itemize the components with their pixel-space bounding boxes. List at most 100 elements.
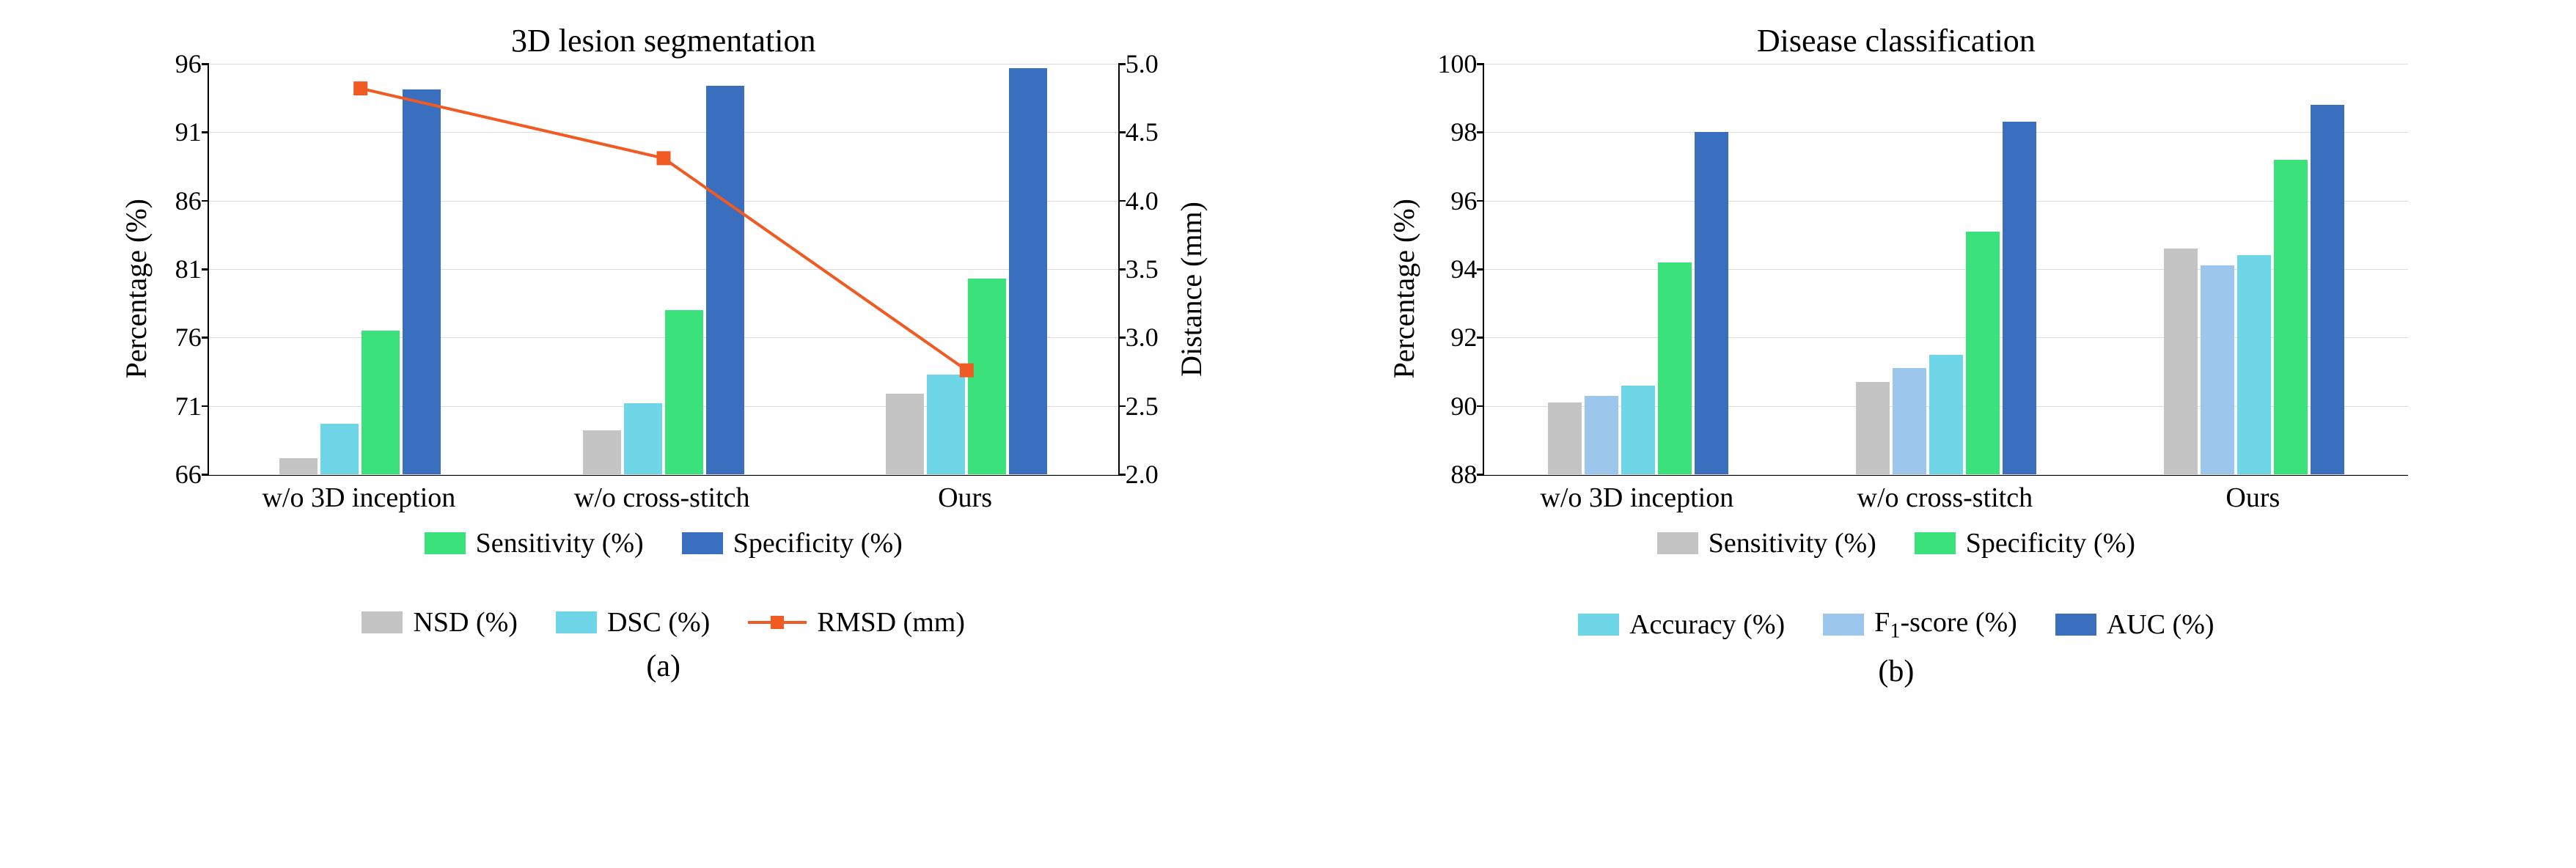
ytick-label: 96	[175, 48, 202, 79]
bar	[1929, 355, 1963, 474]
legend-label: F1-score (%)	[1874, 606, 2017, 644]
panel-a-subcaption: (a)	[646, 649, 680, 684]
legend-label: RMSD (mm)	[817, 606, 965, 639]
legend-item: F1-score (%)	[1823, 606, 2017, 644]
legend-swatch	[556, 611, 597, 633]
bar	[624, 403, 662, 474]
bar-group	[1792, 64, 2100, 474]
bar	[968, 279, 1006, 474]
gridline	[209, 474, 1118, 475]
panel-a: 3D lesion segmentation Percentage (%) 66…	[84, 22, 1242, 684]
ytick-label: 66	[175, 459, 202, 490]
panel-b-subcaption: (b)	[1878, 654, 1914, 689]
bar	[1966, 232, 2000, 474]
panel-b-plot-area	[1483, 64, 2408, 476]
ytick-label: 98	[1450, 117, 1477, 147]
bar	[706, 86, 744, 474]
bar	[2311, 105, 2344, 474]
panel-a-plot-area	[208, 64, 1120, 476]
bar	[1009, 68, 1047, 474]
bar	[2003, 122, 2036, 474]
legend-swatch	[1578, 614, 1619, 636]
panel-b-chart: Percentage (%) 889092949698100 w/o 3D in…	[1384, 64, 2408, 514]
gridline	[1484, 474, 2408, 475]
bar-group	[2100, 64, 2408, 474]
bar	[1695, 132, 1728, 474]
legend-label: Accuracy (%)	[1629, 608, 1785, 641]
legend-item: Sensitivity (%)	[1657, 527, 1876, 559]
legend-item: Specificity (%)	[682, 527, 903, 559]
panel-b-yticks-left: 889092949698100	[1424, 64, 1483, 474]
panel-a-yaxis-left: Percentage (%)	[116, 64, 156, 514]
panel-b-xticks: w/o 3D inceptionw/o cross-stitchOurs	[1483, 482, 2407, 514]
bar	[1585, 396, 1618, 474]
legend-label: Sensitivity (%)	[476, 527, 644, 559]
panel-a-yticks-right: 2.02.53.03.54.04.55.0	[1120, 64, 1171, 474]
legend-swatch	[682, 532, 723, 554]
panel-a-title: 3D lesion segmentation	[511, 22, 816, 59]
panel-a-ylabel-left: Percentage (%)	[116, 199, 156, 378]
bar	[2274, 160, 2308, 474]
bar-group	[1484, 64, 1792, 474]
xtick-label: Ours	[2099, 482, 2407, 514]
legend-label: Sensitivity (%)	[1709, 527, 1876, 559]
ytick-label: 3.5	[1126, 254, 1159, 284]
bar	[2237, 255, 2271, 474]
xtick-label: w/o 3D inception	[1483, 482, 1791, 514]
bar	[403, 89, 441, 474]
legend-item: AUC (%)	[2055, 606, 2214, 644]
bar	[1856, 382, 1890, 474]
ytick-label: 4.5	[1126, 117, 1159, 147]
legend-item: Sensitivity (%)	[425, 527, 644, 559]
panel-a-legend: Sensitivity (%) Specificity (%) NSD (%) DSC…	[84, 527, 1242, 639]
legend-label: Specificity (%)	[733, 527, 903, 559]
panel-b: Disease classification Percentage (%) 88…	[1301, 22, 2492, 689]
panel-a-chart: Percentage (%) 66717681869196 w/o 3D inc…	[116, 64, 1211, 514]
ytick-label: 2.0	[1126, 459, 1159, 490]
bar	[362, 331, 400, 474]
bar	[320, 424, 359, 474]
panel-a-yaxis-right: Distance (mm)	[1171, 64, 1211, 514]
legend-item: DSC (%)	[556, 606, 710, 639]
bar	[2164, 249, 2198, 474]
legend-swatch	[362, 611, 403, 633]
bar-group	[209, 64, 512, 474]
panel-b-ylabel-left: Percentage (%)	[1384, 199, 1424, 378]
ytick-label: 5.0	[1126, 48, 1159, 79]
bar	[1621, 386, 1655, 474]
bar	[886, 394, 924, 474]
panel-b-legend: Sensitivity (%) Specificity (%) Accuracy (…	[1301, 527, 2492, 644]
legend-swatch	[1915, 532, 1956, 554]
bar	[927, 375, 965, 474]
panel-a-xticks: w/o 3D inceptionw/o cross-stitchOurs	[208, 482, 1117, 514]
legend-item: Specificity (%)	[1915, 527, 2135, 559]
bar	[583, 430, 621, 474]
ytick-label: 92	[1450, 322, 1477, 353]
xtick-label: w/o cross-stitch	[1791, 482, 2099, 514]
ytick-label: 76	[175, 322, 202, 353]
xtick-label: w/o 3D inception	[208, 482, 510, 514]
legend-label: DSC (%)	[607, 606, 710, 639]
legend-label: Specificity (%)	[1966, 527, 2135, 559]
ytick-label: 3.0	[1126, 322, 1159, 353]
ytick-label: 90	[1450, 391, 1477, 422]
bar	[1893, 368, 1926, 474]
ytick-label: 91	[175, 117, 202, 147]
ytick-label: 86	[175, 185, 202, 216]
panel-a-yticks-left: 66717681869196	[156, 64, 208, 474]
legend-item: NSD (%)	[362, 606, 517, 639]
ytick-label: 71	[175, 391, 202, 422]
legend-item: RMSD (mm)	[748, 606, 965, 639]
ytick-label: 96	[1450, 185, 1477, 216]
bar	[2201, 265, 2234, 474]
bar	[1658, 262, 1692, 474]
bar-group	[815, 64, 1118, 474]
legend-line-icon	[748, 611, 807, 633]
ytick-label: 100	[1437, 48, 1477, 79]
legend-item: Accuracy (%)	[1578, 606, 1785, 644]
panel-b-yaxis-left: Percentage (%)	[1384, 64, 1424, 514]
bar	[1548, 402, 1582, 474]
bar	[665, 310, 703, 474]
legend-label: AUC (%)	[2107, 608, 2214, 641]
ytick-label: 94	[1450, 254, 1477, 284]
